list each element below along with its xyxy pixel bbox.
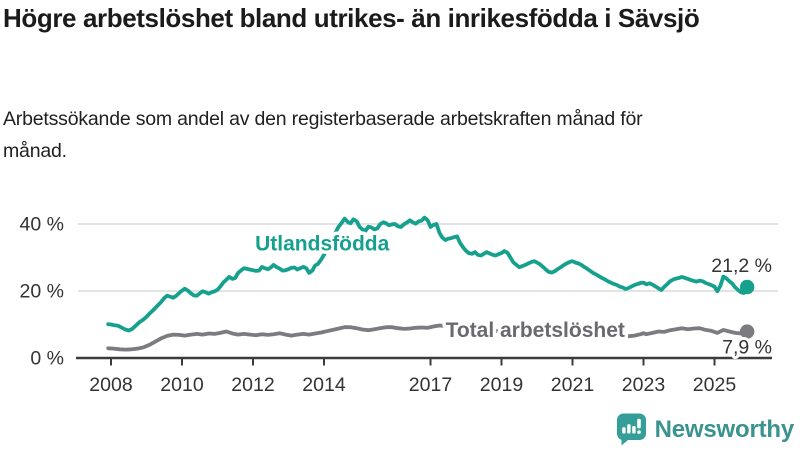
line-chart: 0 % 20 % 40 % 2008 2010 2012 2014 2017 2019 2021 2…: [0, 190, 800, 408]
series-line-1: [106, 323, 750, 352]
x-axis-tick-label: 2014: [302, 374, 346, 396]
newsworthy-logo[interactable]: Newsworthy: [616, 413, 794, 446]
series-end-value-label-1: 7,9 %: [722, 337, 772, 359]
x-axis-tick-label: 2010: [160, 374, 204, 396]
newsworthy-bubble-chart-icon: [616, 413, 646, 446]
series-end-value-label-0: 21,2 %: [711, 255, 772, 277]
y-axis-tick-label: 20 %: [20, 281, 64, 303]
x-axis-tick-label: 2008: [89, 374, 132, 396]
series-end-dot-1: [739, 324, 755, 339]
x-axis-tick-label: 2017: [409, 374, 452, 396]
series-line-0: [106, 215, 750, 333]
y-axis-tick-label: 40 %: [20, 214, 64, 236]
series-end-dot-0: [739, 279, 755, 295]
chart-title: Högre arbetslöshet bland utrikes- än inr…: [3, 3, 700, 33]
y-axis-tick-label: 0 %: [30, 348, 64, 370]
series-label-1: Total arbetslöshet: [446, 319, 625, 342]
newsworthy-wordmark: Newsworthy: [654, 415, 795, 443]
series-label-0: Utlandsfödda: [255, 232, 389, 255]
x-axis-tick-label: 2023: [622, 374, 665, 396]
x-axis-tick-label: 2012: [231, 374, 274, 396]
x-axis-tick-label: 2019: [480, 374, 523, 396]
line-chart-canvas: 0 % 20 % 40 % 2008 2010 2012 2014 2017 2019 2021 2…: [20, 214, 778, 396]
chart-subtitle: Arbetssökande som andel av den registerb…: [3, 108, 643, 162]
x-axis-tick-label: 2021: [551, 374, 594, 396]
x-axis-tick-label: 2025: [693, 374, 737, 396]
